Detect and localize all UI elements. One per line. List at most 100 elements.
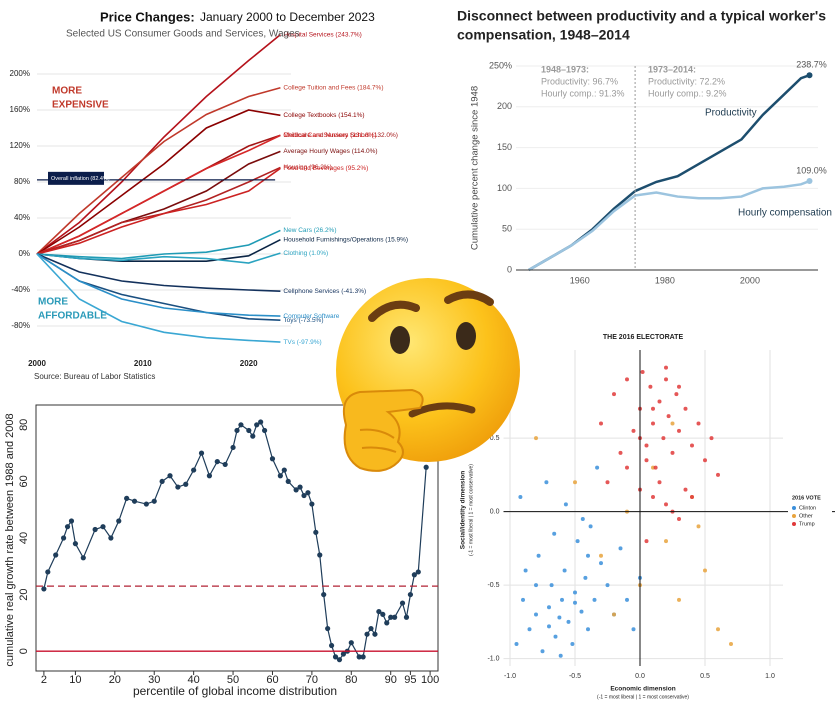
annotation: Hourly comp.: 9.2%	[648, 88, 727, 98]
point	[340, 651, 347, 657]
point	[68, 518, 75, 524]
chart-subtitle: Selected US Consumer Goods and Services,…	[66, 29, 300, 40]
y-axis-label: cumulative real growth rate between 1988…	[4, 413, 16, 666]
point	[583, 575, 588, 580]
point	[690, 494, 694, 499]
series-line	[36, 229, 281, 260]
x-tick-label: 2000	[740, 275, 760, 285]
point	[625, 465, 629, 470]
point	[131, 498, 138, 504]
x-tick-label: 1.0	[765, 673, 775, 680]
point	[281, 467, 287, 473]
point	[269, 456, 276, 462]
series-line	[36, 34, 281, 255]
point	[376, 608, 382, 615]
point	[250, 433, 256, 439]
end-point	[806, 72, 813, 79]
point	[151, 498, 157, 504]
y-axis-label: (-1 = most liberal | 1 = most conservati…	[468, 464, 474, 556]
series-label: TVs (-97.9%)	[283, 339, 321, 346]
point	[364, 631, 370, 637]
point	[683, 406, 688, 411]
point	[403, 614, 410, 620]
chart-title: Disconnect between productivity and a ty…	[457, 8, 826, 24]
series-line	[36, 252, 281, 264]
series-line	[36, 86, 281, 255]
value-label: 109.0%	[796, 165, 827, 175]
annotation: Productivity: 72.2%	[648, 76, 725, 86]
point	[651, 406, 655, 411]
point	[618, 450, 623, 455]
point	[313, 529, 319, 535]
point	[696, 524, 701, 529]
point	[159, 478, 165, 485]
point	[521, 597, 525, 602]
x-tick-label: 70	[306, 674, 318, 686]
legend-box	[788, 492, 832, 536]
x-axis-label: (-1 = most liberal | 1 = most conservati…	[597, 694, 689, 700]
y-tick-label: 0.0	[490, 509, 500, 516]
point	[651, 421, 655, 426]
point	[64, 524, 71, 530]
point	[116, 518, 122, 524]
legend-label: Clinton	[799, 505, 816, 511]
point	[392, 614, 398, 620]
point	[716, 627, 720, 632]
point	[573, 480, 577, 485]
point	[696, 421, 701, 426]
annotation: EXPENSIVE	[52, 100, 109, 111]
point	[305, 490, 311, 496]
y-tick-label: 50	[502, 224, 512, 234]
point	[653, 465, 658, 470]
y-tick-label: 200%	[10, 69, 30, 78]
annotation: Productivity: 96.7%	[541, 76, 618, 86]
point	[124, 495, 130, 501]
point	[348, 640, 354, 646]
y-tick-label: 80%	[14, 177, 30, 186]
charts: -80%-40%0%40%80%120%160%200%2000 2010 2020…	[4, 8, 835, 700]
point	[573, 590, 577, 595]
x-tick-label: -0.5	[569, 673, 581, 680]
point	[674, 392, 679, 397]
y-tick-label: -0.5	[487, 582, 499, 589]
point	[570, 641, 575, 646]
point	[586, 627, 590, 632]
series-line	[36, 109, 281, 255]
x-tick-label: 2010	[134, 359, 152, 368]
x-tick-label: 2020	[240, 359, 258, 368]
x-tick-label: 100	[421, 674, 439, 686]
y-tick-label: -1.0	[487, 655, 499, 662]
x-tick-label: 20	[109, 674, 121, 686]
y-tick-label: 0	[507, 264, 512, 274]
annotation: AFFORDABLE	[38, 311, 107, 322]
point	[575, 539, 580, 544]
series-line	[36, 253, 281, 343]
point	[246, 427, 252, 434]
y-tick-label: 250%	[489, 60, 512, 70]
emoji-eyebrow	[368, 300, 420, 322]
chart-title: compensation, 1948–2014	[457, 27, 630, 43]
point	[709, 436, 714, 441]
series-label: College Textbooks (154.1%)	[283, 112, 364, 119]
point	[683, 487, 688, 492]
point	[648, 384, 653, 389]
point	[214, 458, 220, 465]
emoji-eye	[456, 322, 476, 350]
series-label: Household Furnishings/Operations (15.9%)	[283, 236, 408, 243]
legend-swatch	[792, 514, 796, 518]
point	[540, 649, 545, 654]
point	[544, 480, 549, 485]
point	[729, 641, 733, 646]
point	[234, 427, 240, 434]
y-tick-label: 200	[497, 101, 512, 111]
point	[518, 494, 523, 499]
point	[703, 458, 707, 463]
point	[230, 444, 236, 451]
series-line	[528, 179, 810, 272]
series-label: Medical Care Services (131.8%)	[283, 132, 376, 139]
y-tick-label: 40%	[14, 213, 30, 222]
x-axis-label: Economic dimension	[610, 686, 675, 693]
legend-swatch	[792, 522, 796, 526]
point	[586, 553, 590, 558]
point	[644, 458, 649, 463]
